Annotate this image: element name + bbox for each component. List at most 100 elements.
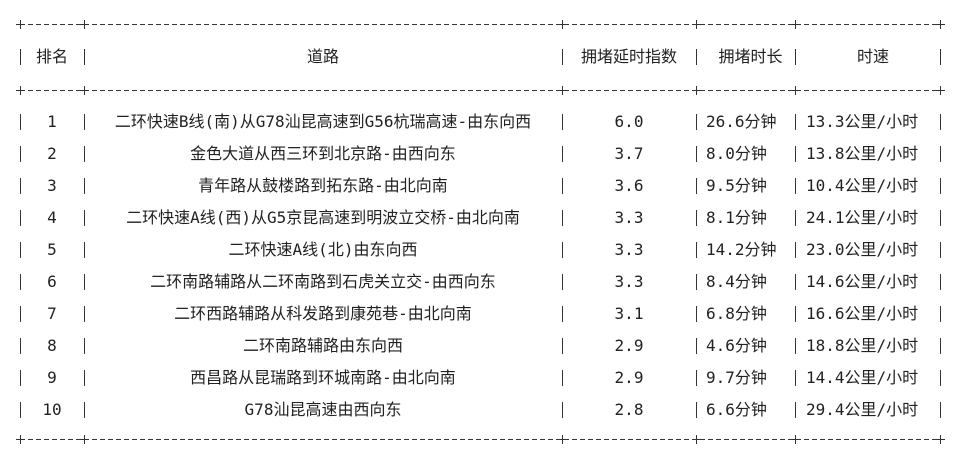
cell-delay-index: 3.7 (614, 144, 644, 163)
column-separator (562, 338, 563, 354)
column-separator (696, 306, 697, 322)
column-separator (940, 242, 941, 258)
column-separator (940, 210, 941, 226)
column-separator (795, 242, 796, 258)
cell-rank: 9 (47, 368, 57, 387)
column-separator (795, 274, 796, 290)
border-corner (936, 20, 945, 29)
column-separator (696, 146, 697, 162)
column-separator (696, 370, 697, 386)
header-road: 道路 (306, 47, 339, 66)
column-separator (795, 114, 796, 130)
column-separator (20, 370, 21, 386)
border-corner (558, 20, 567, 29)
border-corner (936, 435, 945, 444)
column-separator (696, 242, 697, 258)
cell-rank: 7 (47, 304, 57, 323)
column-separator (84, 210, 85, 226)
cell-speed: 29.4公里/小时 (806, 400, 919, 419)
column-separator (940, 178, 941, 194)
cell-delay-index: 2.9 (614, 336, 644, 355)
border-corner (558, 86, 567, 95)
cell-speed: 23.0公里/小时 (806, 240, 919, 259)
column-separator (562, 402, 563, 418)
cell-congestion-duration: 4.6分钟 (706, 336, 767, 355)
column-separator (84, 306, 85, 322)
cell-rank: 10 (42, 400, 62, 419)
column-separator (20, 114, 21, 130)
cell-rank: 5 (47, 240, 57, 259)
column-separator (940, 402, 941, 418)
border-corner (16, 20, 25, 29)
column-separator (795, 49, 796, 65)
cell-road: G78汕昆高速由西向东 (244, 400, 402, 419)
cell-road: 金色大道从西三环到北京路-由西向东 (190, 144, 456, 163)
column-separator (696, 338, 697, 354)
cell-congestion-duration: 6.6分钟 (706, 400, 767, 419)
column-separator (20, 274, 21, 290)
column-separator (84, 274, 85, 290)
column-separator (696, 49, 697, 65)
column-separator (20, 306, 21, 322)
cell-rank: 1 (47, 112, 57, 131)
cell-congestion-duration: 8.0分钟 (706, 144, 767, 163)
column-separator (940, 114, 941, 130)
cell-delay-index: 2.8 (614, 400, 644, 419)
cell-delay-index: 3.3 (614, 208, 644, 227)
cell-speed: 13.8公里/小时 (806, 144, 919, 163)
cell-congestion-duration: 8.1分钟 (706, 208, 767, 227)
cell-road: 二环快速A线(西)从G5京昆高速到明波立交桥-由北向南 (126, 208, 520, 227)
cell-speed: 14.4公里/小时 (806, 368, 919, 387)
border-corner (80, 86, 89, 95)
column-separator (795, 306, 796, 322)
cell-delay-index: 3.3 (614, 240, 644, 259)
column-separator (20, 402, 21, 418)
border-corner (791, 86, 800, 95)
column-separator (795, 210, 796, 226)
cell-congestion-duration: 9.7分钟 (706, 368, 767, 387)
cell-delay-index: 2.9 (614, 368, 644, 387)
cell-road: 二环南路辅路从二环南路到石虎关立交-由西向东 (150, 272, 496, 291)
column-separator (562, 274, 563, 290)
border-corner (692, 86, 701, 95)
column-separator (795, 338, 796, 354)
header-delay-index: 拥堵延时指数 (580, 47, 677, 66)
cell-delay-index: 3.3 (614, 272, 644, 291)
border-corner (936, 86, 945, 95)
border-corner (16, 435, 25, 444)
column-separator (696, 210, 697, 226)
column-separator (940, 49, 941, 65)
column-separator (940, 146, 941, 162)
cell-speed: 16.6公里/小时 (806, 304, 919, 323)
cell-delay-index: 3.6 (614, 176, 644, 195)
cell-rank: 3 (47, 176, 57, 195)
column-separator (84, 114, 85, 130)
column-separator (84, 402, 85, 418)
column-separator (84, 338, 85, 354)
cell-speed: 18.8公里/小时 (806, 336, 919, 355)
cell-rank: 6 (47, 272, 57, 291)
column-separator (20, 49, 21, 65)
column-separator (84, 146, 85, 162)
border-corner (80, 20, 89, 29)
border-corner (16, 86, 25, 95)
column-separator (696, 402, 697, 418)
cell-congestion-duration: 26.6分钟 (706, 112, 777, 131)
cell-delay-index: 3.1 (614, 304, 644, 323)
column-separator (20, 146, 21, 162)
table-header-border (20, 90, 941, 91)
column-separator (795, 370, 796, 386)
border-corner (791, 435, 800, 444)
column-separator (20, 338, 21, 354)
cell-road: 二环快速A线(北)由东向西 (228, 240, 418, 259)
column-separator (562, 306, 563, 322)
column-separator (84, 370, 85, 386)
cell-rank: 4 (47, 208, 57, 227)
column-separator (562, 370, 563, 386)
column-separator (940, 370, 941, 386)
cell-speed: 14.6公里/小时 (806, 272, 919, 291)
column-separator (562, 146, 563, 162)
cell-rank: 2 (47, 144, 57, 163)
column-separator (940, 274, 941, 290)
cell-congestion-duration: 9.5分钟 (706, 176, 767, 195)
